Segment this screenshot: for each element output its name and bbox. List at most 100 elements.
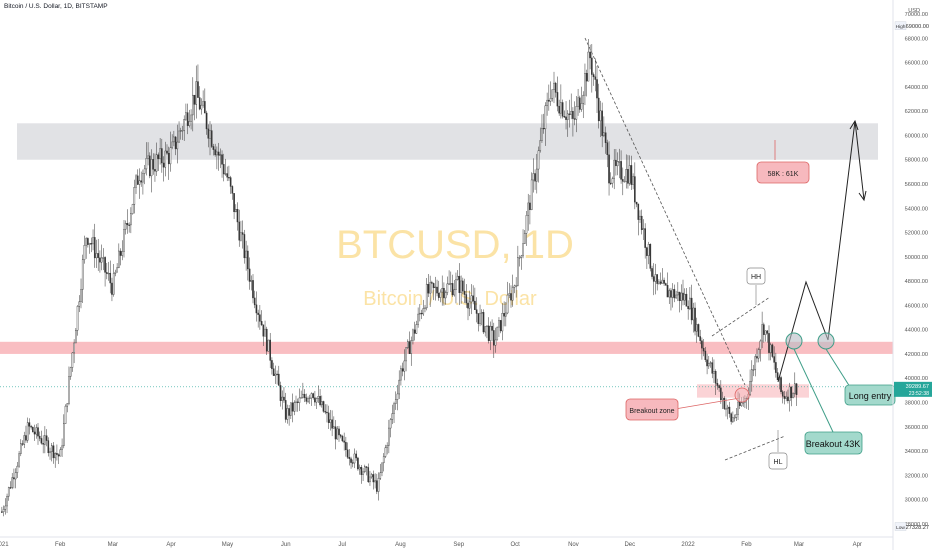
candle-body [498,320,500,328]
candle-body [475,309,478,314]
candle-body [136,175,139,185]
candle-body [761,324,763,342]
candle-body [63,423,65,447]
candle-body [620,161,622,180]
candle-body [589,51,591,59]
candle-body [768,333,770,353]
candle-body [284,400,287,420]
candle-body [346,449,349,458]
candle-body [243,234,246,259]
wedge-lower [724,435,786,461]
candle-body [52,445,55,459]
candle-body [532,173,535,181]
y-tick-label: 28000.00 [905,522,928,528]
candle-body [771,344,774,357]
candle-body [133,187,136,205]
y-tick-label: 56000.00 [905,182,928,188]
candle-body [551,89,554,99]
candle-body [443,288,445,299]
x-tick-label: May [222,542,233,548]
candle-body [271,360,273,369]
candle-body [413,329,416,334]
candle-body [470,295,473,303]
candle-body [689,297,691,310]
candle-body [493,330,495,346]
candle-body [412,329,414,341]
candle-body [792,393,794,398]
candle-body [148,155,151,177]
candle-body [186,112,189,126]
candle-body [465,294,468,304]
candle-body [599,110,602,122]
candle-body [207,128,210,139]
candle-body [154,169,156,172]
candle-body [155,154,158,172]
candle-body [161,148,163,164]
candle-body [749,381,751,395]
wedge-upper [711,296,771,337]
candle-body [278,373,280,386]
candle-body [150,159,153,177]
candle-body [260,321,263,326]
candle-body [709,362,712,364]
candle-body [725,408,727,410]
candle-body [455,279,457,290]
candle-body [45,435,48,441]
x-tick-label: Dec [624,542,635,548]
candle-body [276,373,278,376]
candle-body [130,213,132,226]
trendline-dashed [584,37,746,386]
candle-body [616,161,619,167]
candle-body [190,114,192,122]
candle-body [288,408,290,416]
candle-body [523,233,526,244]
candle-body [23,435,26,445]
label-breakout-zone: Breakout zone [629,408,674,415]
candle-body [291,402,294,412]
candle-body [441,288,444,293]
candle-body [622,179,624,182]
candle-body [647,244,650,256]
candle-body [644,228,646,248]
candle-body [202,101,204,106]
candle-body [479,312,481,324]
candle-body [787,396,789,402]
candle-body [480,312,483,314]
candle-body [537,150,540,170]
candle-body [233,193,235,213]
candle-body [668,290,671,298]
candle-body [179,130,182,132]
candle-body [752,369,755,371]
candle-body [178,130,180,143]
candle-body [317,396,320,399]
candle-body [2,509,5,513]
candle-body [437,292,440,298]
candle-body [198,97,201,110]
candle-body [451,283,454,296]
candle-body [334,426,337,440]
candle-body [241,232,244,235]
candle-body [293,402,296,412]
candle-body [542,128,545,130]
candle-body [706,359,708,367]
candle-body [733,417,736,419]
candle-body [102,257,105,259]
candle-body [47,440,50,454]
candle-body [702,347,705,352]
candle-body [448,283,450,285]
candle-body [210,130,213,147]
candle-body [396,393,399,400]
connector-breakout [793,348,834,433]
candle-body [594,76,597,80]
candle-body [609,182,612,185]
y-tick-label: 42000.00 [905,352,928,358]
label-breakout-zone-box [625,398,679,421]
label-58k-box [756,161,810,184]
y-tick-label: 34000.00 [905,449,928,455]
candle-body [716,383,719,386]
x-tick-label: Apr [853,542,862,548]
candle-body [415,324,418,334]
candle-body [530,179,533,211]
